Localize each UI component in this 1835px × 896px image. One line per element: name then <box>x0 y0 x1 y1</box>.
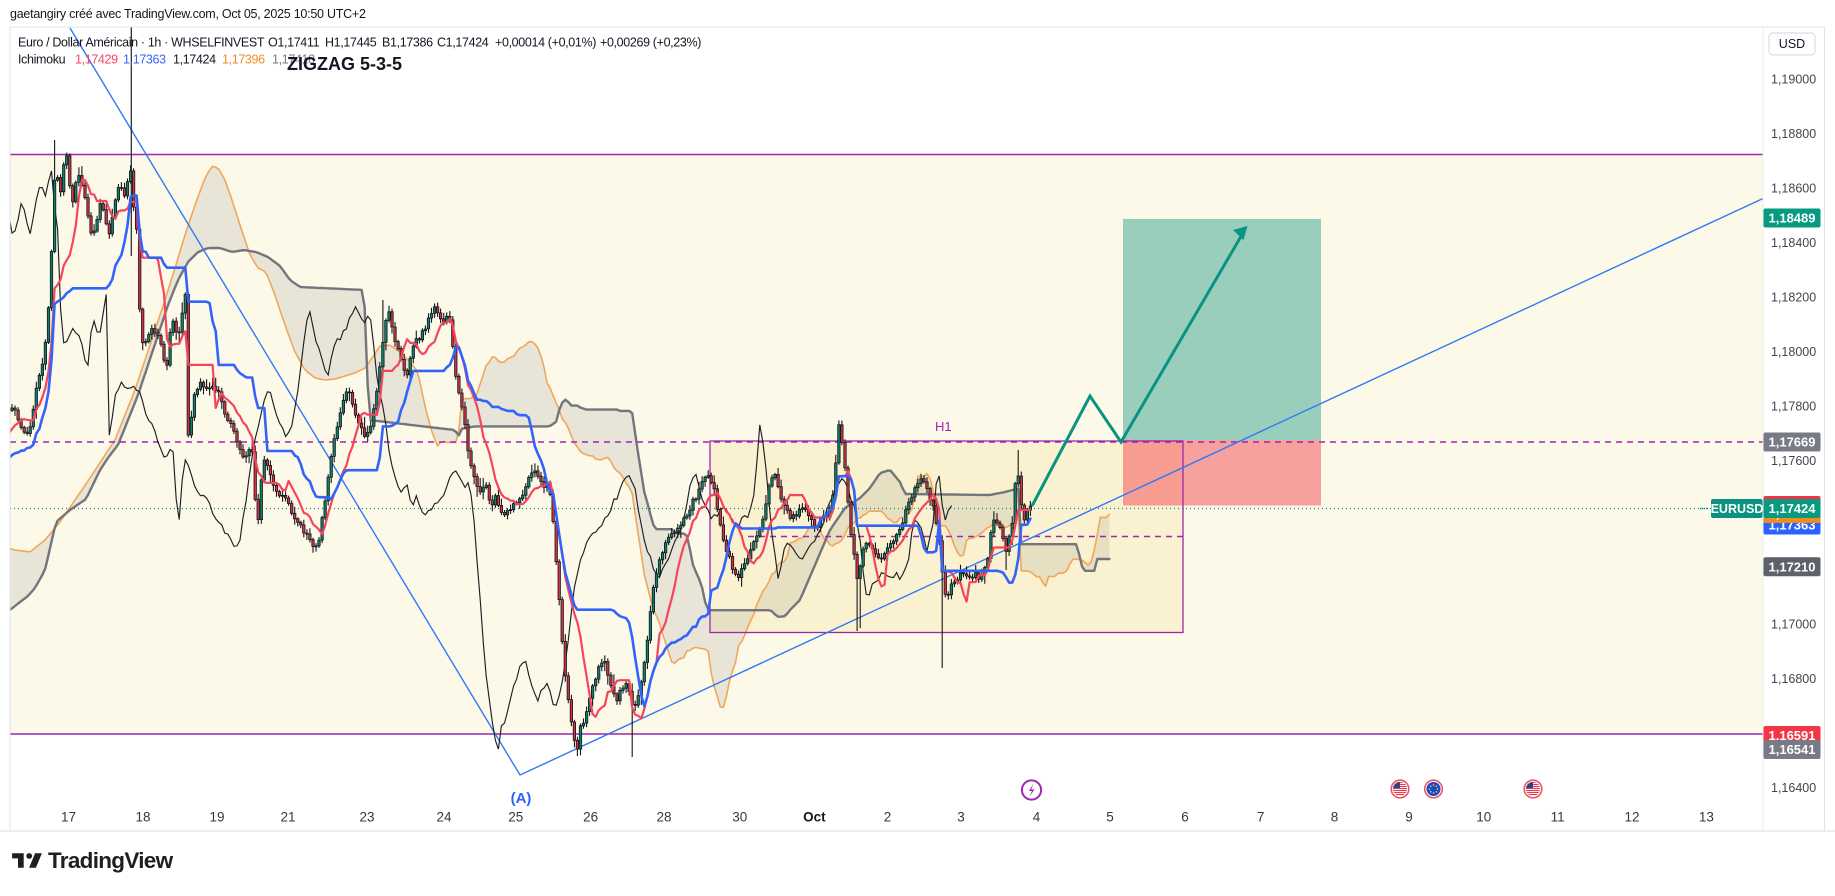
svg-text:1,17600: 1,17600 <box>1771 454 1816 468</box>
svg-text:28: 28 <box>656 810 671 825</box>
svg-text:1,17429: 1,17429 <box>75 53 118 67</box>
svg-text:9: 9 <box>1405 810 1413 825</box>
svg-text:3: 3 <box>957 810 965 825</box>
svg-text:1,16400: 1,16400 <box>1771 781 1816 795</box>
svg-text:1,17396: 1,17396 <box>222 53 265 67</box>
svg-text:gaetangiry créé avec TradingVi: gaetangiry créé avec TradingView.com, Oc… <box>10 7 366 21</box>
svg-text:5: 5 <box>1106 810 1114 825</box>
svg-text:1,17424: 1,17424 <box>173 53 216 67</box>
svg-text:12: 12 <box>1624 810 1639 825</box>
svg-text:1,16591: 1,16591 <box>1769 728 1816 743</box>
svg-text:1,18600: 1,18600 <box>1771 182 1816 196</box>
svg-text:1,18400: 1,18400 <box>1771 236 1816 250</box>
svg-text:13: 13 <box>1699 810 1714 825</box>
svg-text:B1,17386: B1,17386 <box>382 36 433 50</box>
svg-text:7: 7 <box>1257 810 1265 825</box>
svg-text:11: 11 <box>1551 810 1565 825</box>
svg-text:10: 10 <box>1476 810 1491 825</box>
svg-text:1,18200: 1,18200 <box>1771 291 1816 305</box>
svg-text:21: 21 <box>280 810 295 825</box>
svg-text:Euro / Dollar Américain · 1h ·: Euro / Dollar Américain · 1h · WHSELFINV… <box>18 36 265 50</box>
svg-text:18: 18 <box>135 810 150 825</box>
svg-text:EURUSD: EURUSD <box>1711 502 1764 516</box>
svg-text:1,18800: 1,18800 <box>1771 127 1816 141</box>
svg-text:4: 4 <box>1033 810 1041 825</box>
svg-text:2: 2 <box>884 810 892 825</box>
svg-text:17: 17 <box>61 810 76 825</box>
svg-text:1,17800: 1,17800 <box>1771 400 1816 414</box>
svg-text:1,17000: 1,17000 <box>1771 618 1816 632</box>
svg-text:USD: USD <box>1779 37 1805 51</box>
svg-text:H1,17445: H1,17445 <box>325 36 377 50</box>
svg-text:O1,17411: O1,17411 <box>268 36 320 50</box>
svg-text:1,17669: 1,17669 <box>1769 435 1816 450</box>
svg-text:(A): (A) <box>511 790 532 807</box>
svg-text:8: 8 <box>1331 810 1339 825</box>
svg-text:TradingView: TradingView <box>48 848 174 873</box>
svg-text:30: 30 <box>732 810 747 825</box>
svg-text:23: 23 <box>359 810 374 825</box>
svg-text:Oct: Oct <box>803 810 826 825</box>
svg-text:+0,00014 (+0,01%): +0,00014 (+0,01%) <box>495 36 596 50</box>
svg-text:1,18489: 1,18489 <box>1769 211 1816 226</box>
svg-text:1,17418: 1,17418 <box>272 53 315 67</box>
svg-text:26: 26 <box>583 810 598 825</box>
svg-text:24: 24 <box>436 810 452 825</box>
svg-text:H1: H1 <box>935 419 952 434</box>
svg-text:1,17363: 1,17363 <box>123 53 166 67</box>
svg-text:1,19000: 1,19000 <box>1771 73 1816 87</box>
svg-text:1,17210: 1,17210 <box>1769 559 1816 574</box>
svg-text:25: 25 <box>508 810 523 825</box>
svg-text:C1,17424: C1,17424 <box>437 36 489 50</box>
svg-text:ZIGZAG 5-3-5: ZIGZAG 5-3-5 <box>287 54 402 74</box>
svg-text:19: 19 <box>209 810 224 825</box>
svg-text:1,16800: 1,16800 <box>1771 672 1816 686</box>
svg-text:6: 6 <box>1181 810 1189 825</box>
svg-text:1,18000: 1,18000 <box>1771 345 1816 359</box>
svg-text:1,17424: 1,17424 <box>1769 501 1817 516</box>
svg-text:1,16541: 1,16541 <box>1769 742 1816 757</box>
svg-text:Ichimoku: Ichimoku <box>18 53 66 67</box>
svg-text:+0,00269 (+0,23%): +0,00269 (+0,23%) <box>600 36 701 50</box>
